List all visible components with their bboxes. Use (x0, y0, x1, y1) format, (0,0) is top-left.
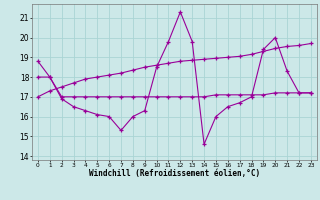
X-axis label: Windchill (Refroidissement éolien,°C): Windchill (Refroidissement éolien,°C) (89, 169, 260, 178)
